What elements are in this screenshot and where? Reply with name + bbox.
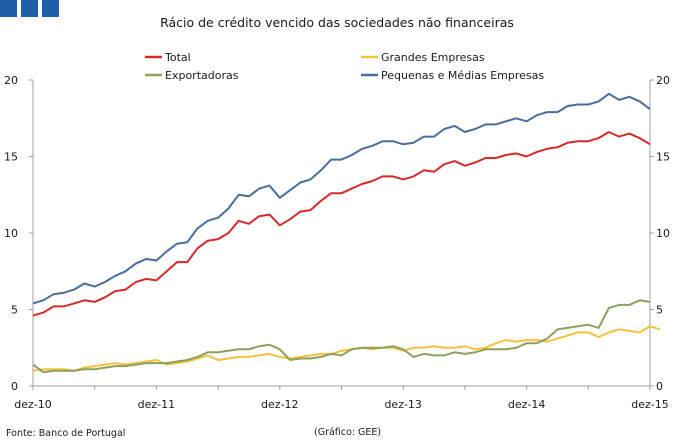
header-square-1 [0, 0, 17, 17]
y-tick-label-right: 20 [656, 74, 670, 87]
legend-label-3: Exportadoras [165, 69, 239, 82]
header-square-3 [42, 0, 59, 17]
x-tick-label: dez-10 [14, 398, 52, 411]
legend: Total Grandes Empresas Exportadoras Pequena… [145, 51, 544, 82]
x-tick-label: dez-11 [138, 398, 176, 411]
x-tick-label: dez-15 [631, 398, 669, 411]
x-tick-label: dez-12 [261, 398, 299, 411]
axes: 0 0 5 5 10 10 15 15 20 20 dez-10 dez-11 dez-12 dez-13… [4, 74, 670, 411]
credit-note: (Gráfico: GEE) [314, 427, 382, 438]
legend-label-1: Total [164, 51, 191, 64]
legend-label-4: Pequenas e Médias Empresas [381, 69, 544, 82]
y-tick-label-left: 20 [4, 74, 18, 87]
y-tick-label-right: 0 [656, 380, 663, 393]
legend-label-2: Grandes Empresas [381, 51, 485, 64]
y-tick-label-right: 5 [656, 304, 663, 317]
series-line-4 [32, 92, 651, 305]
header-square-2 [21, 0, 38, 17]
y-tick-label-left: 5 [11, 304, 18, 317]
source-note: Fonte: Banco de Portugal [6, 428, 126, 439]
y-tick-label-left: 0 [11, 380, 18, 393]
plot-area [32, 92, 661, 374]
series-line-2 [32, 325, 661, 372]
x-tick-label: dez-14 [508, 398, 546, 411]
chart-title: Rácio de crédito vencido das sociedades … [160, 15, 514, 30]
x-tick-label: dez-13 [384, 398, 422, 411]
y-tick-label-left: 15 [4, 151, 18, 164]
y-tick-label-left: 10 [4, 227, 18, 240]
series-line-1 [32, 131, 651, 317]
y-tick-label-right: 15 [656, 151, 670, 164]
y-tick-label-right: 10 [656, 227, 670, 240]
series-line-3 [32, 299, 651, 374]
